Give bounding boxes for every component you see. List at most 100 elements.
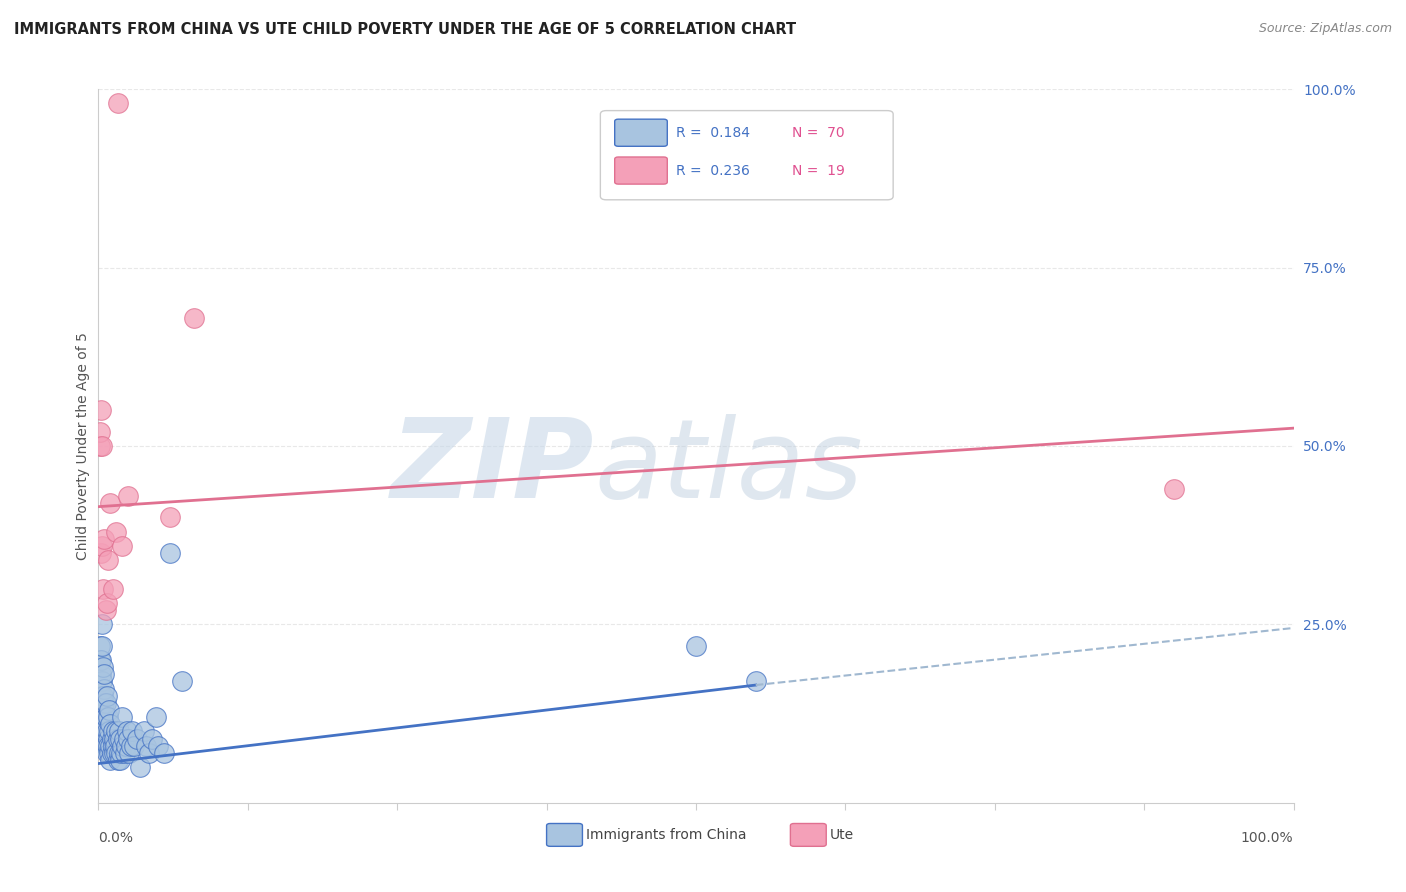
Point	[91, 674, 114, 689]
Point	[96, 746, 118, 760]
Text: 100.0%: 100.0%	[1241, 831, 1294, 846]
Point	[120, 739, 142, 753]
Point	[159, 510, 181, 524]
Point	[132, 724, 155, 739]
Point	[1163, 482, 1185, 496]
Point	[685, 639, 707, 653]
Text: atlas: atlas	[595, 414, 863, 521]
Point	[104, 739, 127, 753]
Point	[159, 546, 181, 560]
Point	[100, 746, 122, 760]
Point	[114, 746, 136, 760]
Point	[98, 746, 121, 760]
Point	[111, 739, 134, 753]
Point	[91, 660, 114, 674]
Point	[153, 746, 176, 760]
Point	[93, 696, 115, 710]
Point	[93, 681, 115, 696]
Point	[97, 739, 120, 753]
Text: IMMIGRANTS FROM CHINA VS UTE CHILD POVERTY UNDER THE AGE OF 5 CORRELATION CHART: IMMIGRANTS FROM CHINA VS UTE CHILD POVER…	[14, 22, 796, 37]
Point	[94, 603, 117, 617]
Point	[141, 731, 163, 746]
Point	[97, 731, 120, 746]
Point	[94, 710, 117, 724]
Point	[107, 724, 129, 739]
Point	[98, 703, 121, 717]
Point	[110, 746, 132, 760]
Point	[111, 710, 134, 724]
Point	[183, 310, 205, 325]
Point	[105, 524, 128, 539]
Point	[148, 739, 170, 753]
Point	[97, 553, 120, 567]
Point	[89, 439, 111, 453]
Point	[103, 746, 125, 760]
Point	[98, 724, 121, 739]
Point	[101, 582, 124, 596]
Point	[90, 667, 112, 681]
Point	[98, 739, 122, 753]
Point	[94, 696, 117, 710]
Point	[90, 546, 112, 560]
Point	[115, 724, 138, 739]
Point	[172, 674, 194, 689]
Point	[129, 760, 152, 774]
Point	[107, 753, 129, 767]
Point	[91, 539, 114, 553]
Point	[94, 739, 117, 753]
Text: N =  19: N = 19	[792, 163, 845, 178]
Text: R =  0.236: R = 0.236	[676, 163, 749, 178]
Point	[91, 710, 114, 724]
Point	[97, 710, 120, 724]
Point	[90, 403, 112, 417]
Point	[117, 489, 139, 503]
Point	[101, 739, 124, 753]
Point	[89, 425, 111, 439]
Point	[91, 582, 114, 596]
FancyBboxPatch shape	[614, 157, 668, 184]
Point	[111, 539, 134, 553]
Point	[89, 653, 111, 667]
Point	[117, 731, 139, 746]
Text: Source: ZipAtlas.com: Source: ZipAtlas.com	[1258, 22, 1392, 36]
Point	[112, 731, 135, 746]
Point	[93, 724, 115, 739]
Point	[90, 689, 112, 703]
Point	[91, 439, 114, 453]
Point	[107, 746, 129, 760]
Text: R =  0.184: R = 0.184	[676, 126, 749, 140]
Text: ZIP: ZIP	[391, 414, 595, 521]
Point	[125, 731, 148, 746]
Point	[124, 739, 146, 753]
Text: Ute: Ute	[830, 828, 853, 842]
Point	[98, 496, 122, 510]
Point	[89, 639, 111, 653]
Point	[115, 739, 138, 753]
Point	[145, 710, 167, 724]
FancyBboxPatch shape	[790, 823, 827, 847]
Point	[135, 739, 157, 753]
Y-axis label: Child Poverty Under the Age of 5: Child Poverty Under the Age of 5	[76, 332, 90, 560]
Point	[96, 689, 118, 703]
Point	[105, 724, 128, 739]
Point	[101, 724, 124, 739]
Point	[98, 753, 122, 767]
Point	[91, 639, 114, 653]
Point	[91, 689, 114, 703]
Text: Immigrants from China: Immigrants from China	[586, 828, 747, 842]
Point	[138, 746, 160, 760]
Point	[103, 731, 125, 746]
Point	[96, 596, 118, 610]
Point	[93, 667, 115, 681]
Point	[108, 731, 131, 746]
Point	[108, 753, 131, 767]
FancyBboxPatch shape	[614, 120, 668, 146]
FancyBboxPatch shape	[600, 111, 893, 200]
Point	[96, 724, 118, 739]
Point	[100, 731, 122, 746]
Point	[90, 653, 112, 667]
Text: 0.0%: 0.0%	[98, 831, 134, 846]
Point	[745, 674, 768, 689]
Point	[98, 717, 122, 731]
Point	[107, 96, 129, 111]
